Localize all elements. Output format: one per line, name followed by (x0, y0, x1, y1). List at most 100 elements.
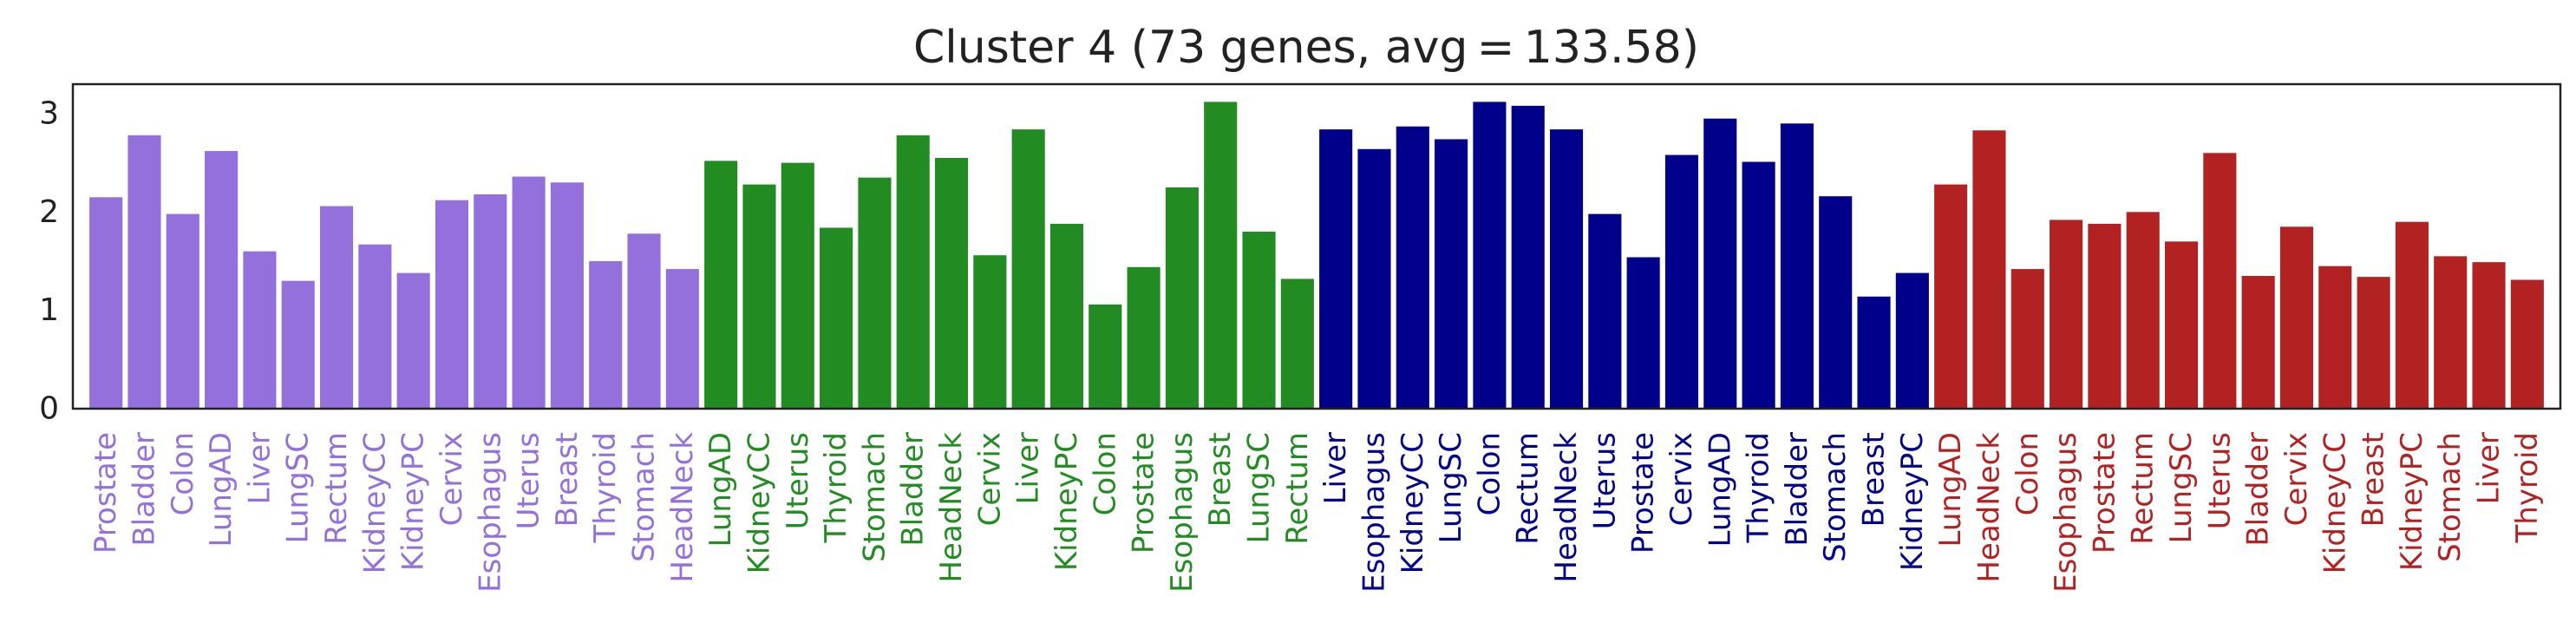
bar-esophagus-10 (474, 193, 507, 409)
x-tick-label: KidneyCC (1396, 432, 1430, 574)
bar-bladder-56 (2241, 276, 2275, 409)
x-tick-label: Breast (1857, 432, 1892, 527)
y-tick-label: 0 (39, 391, 59, 427)
x-tick-label: Cervix (2279, 432, 2314, 526)
bar-breast-12 (550, 182, 584, 409)
x-tick-label: Bladder (2241, 432, 2276, 547)
x-tick-label: LungSC (2164, 432, 2199, 543)
bars-group (89, 102, 2544, 410)
bar-headneck-15 (665, 269, 699, 409)
bar-lungad-3 (205, 151, 239, 409)
x-tick-label: Rectum (2126, 432, 2161, 545)
x-tick-label: Prostate (1127, 432, 1161, 554)
bar-uterus-11 (512, 176, 546, 409)
bar-kidneycc-17 (742, 184, 776, 409)
x-tick-label: LungAD (1933, 432, 1968, 547)
x-tick-label: Uterus (2202, 432, 2237, 529)
bar-rectum-6 (319, 206, 354, 409)
x-tick-label: HeadNeck (1549, 432, 1584, 583)
x-tick-label: KidneyPC (1895, 432, 1930, 571)
x-tick-label: Thyroid (1742, 432, 1776, 544)
x-tick-label: Colon (1472, 432, 1507, 515)
bar-lungad-16 (704, 161, 738, 409)
x-tick-label: Breast (550, 432, 585, 527)
x-tick-label: KidneyCC (2318, 432, 2352, 574)
bar-lungsc-5 (281, 280, 315, 409)
bar-prostate-27 (1127, 266, 1161, 409)
x-tick-label: LungAD (204, 432, 239, 547)
x-tick-label: Esophagus (473, 432, 507, 593)
x-tick-label: Esophagus (1357, 432, 1391, 593)
bar-uterus-39 (1588, 213, 1622, 409)
x-tick-label: KidneyPC (2395, 432, 2429, 571)
y-tick-label: 1 (39, 292, 59, 328)
bar-kidneypc-60 (2395, 221, 2429, 409)
x-tick-label: LungAD (703, 432, 738, 547)
x-tick-label: Liver (1011, 432, 1046, 504)
x-tick-label: Bladder (127, 432, 161, 547)
bar-kidneycc-34 (1396, 126, 1429, 410)
bar-rectum-37 (1511, 105, 1545, 410)
chart-title: Cluster 4 (73 genes, avg = 133.58) (913, 22, 1699, 74)
x-tick-label: HeadNeck (934, 432, 969, 583)
bar-colon-26 (1089, 304, 1122, 409)
y-tick-label: 2 (39, 194, 59, 230)
bar-bladder-21 (896, 134, 930, 409)
x-tick-label: Prostate (2087, 432, 2122, 554)
x-tick-label: Esophagus (2049, 432, 2083, 593)
bar-bladder-44 (1780, 123, 1814, 409)
x-tick-label: KidneyPC (1049, 432, 1084, 571)
bar-rectum-31 (1280, 279, 1314, 409)
x-tick-label: Prostate (1626, 432, 1661, 554)
x-tick-label: HeadNeck (1971, 432, 2006, 583)
bar-prostate-0 (89, 197, 123, 409)
x-tick-label: LungAD (1703, 432, 1737, 547)
bar-cervix-57 (2279, 226, 2314, 409)
bar-stomach-45 (1819, 196, 1853, 409)
bar-liver-32 (1319, 129, 1353, 409)
bar-liver-62 (2472, 262, 2506, 409)
x-tick-label: KidneyCC (742, 432, 776, 574)
bar-prostate-40 (1626, 257, 1660, 409)
bar-liver-4 (243, 251, 277, 409)
x-tick-label: Rectum (1511, 432, 1546, 545)
x-tick-label: Prostate (88, 432, 123, 554)
y-tick-label: 3 (39, 96, 59, 132)
bar-colon-36 (1473, 102, 1507, 410)
x-tick-label: Stomach (857, 432, 892, 562)
bar-stomach-61 (2434, 256, 2468, 409)
bar-lungsc-30 (1242, 232, 1276, 409)
x-tick-label: Cervix (972, 432, 1007, 526)
x-tick-label: Cervix (1664, 432, 1699, 526)
bar-prostate-52 (2088, 223, 2122, 409)
bar-lungad-42 (1703, 118, 1737, 410)
bar-thyroid-19 (820, 227, 853, 409)
bar-kidneycc-58 (2318, 266, 2352, 409)
bar-esophagus-28 (1165, 187, 1199, 409)
x-tick-label: Rectum (319, 432, 354, 545)
bar-esophagus-33 (1357, 148, 1391, 410)
x-tick-label: Uterus (1587, 432, 1622, 529)
bar-cervix-41 (1664, 154, 1699, 409)
x-tick-label: Thyroid (819, 432, 853, 544)
bar-liver-24 (1011, 129, 1045, 409)
x-tick-label: LungSC (1242, 432, 1277, 543)
bar-cervix-23 (973, 255, 1007, 409)
bar-bladder-1 (127, 134, 161, 409)
bar-breast-46 (1857, 296, 1891, 409)
bar-kidneycc-7 (358, 244, 392, 409)
bar-colon-50 (2010, 269, 2044, 409)
x-tick-label: Stomach (2433, 432, 2468, 562)
x-tick-label: Stomach (1818, 432, 1853, 562)
x-tick-label: Uterus (512, 432, 546, 529)
x-tick-label: Stomach (627, 432, 662, 562)
x-tick-label: Liver (2472, 432, 2507, 504)
x-tick-label: Breast (1203, 432, 1238, 527)
x-tick-label: Colon (1088, 432, 1122, 515)
x-tick-label: Liver (242, 432, 277, 504)
bar-kidneypc-25 (1049, 223, 1084, 409)
bar-breast-29 (1204, 102, 1238, 410)
y-axis: 0 1 2 3 (39, 96, 59, 427)
bar-thyroid-43 (1742, 161, 1775, 409)
x-tick-label: Bladder (896, 432, 931, 547)
